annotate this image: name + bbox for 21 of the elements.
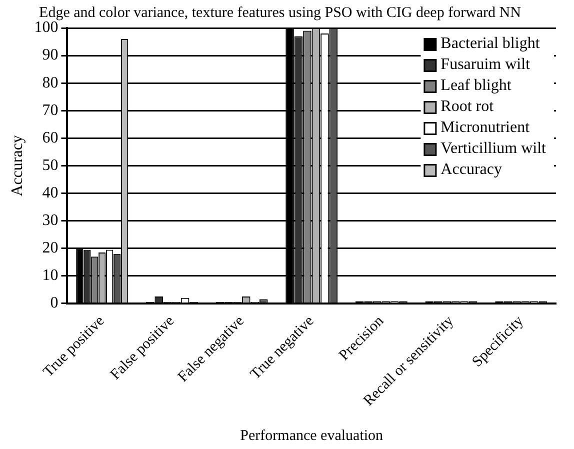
legend-label: Verticillium wilt — [440, 140, 547, 158]
y-tick-label: 70 — [42, 102, 58, 119]
x-axis-title: Performance evaluation — [240, 428, 384, 444]
legend-label: Bacterial blight — [440, 35, 540, 52]
y-tick-label: 80 — [42, 74, 58, 92]
y-tick-label: 0 — [50, 294, 58, 312]
legend-label: Accuracy — [440, 161, 502, 178]
y-tick-label: 100 — [34, 19, 58, 36]
y-tick-label: 50 — [42, 156, 58, 174]
legend-label: Micronutrient — [440, 119, 530, 136]
y-tick-label: 60 — [42, 129, 58, 146]
chart-title: Edge and color variance, texture features using PSO with CIG deep forward NN — [39, 4, 522, 21]
y-axis-title: Accuracy — [8, 135, 26, 196]
legend-label: Root rot — [440, 98, 494, 116]
legend-label: Leaf blight — [440, 77, 512, 94]
y-tick-label: 90 — [42, 46, 58, 64]
y-tick-label: 30 — [42, 212, 58, 230]
y-tick-label: 40 — [42, 184, 58, 202]
y-tick-label: 20 — [42, 240, 58, 257]
y-tick-label: 10 — [42, 267, 58, 284]
legend-label: Fusaruim wilt — [440, 56, 531, 74]
